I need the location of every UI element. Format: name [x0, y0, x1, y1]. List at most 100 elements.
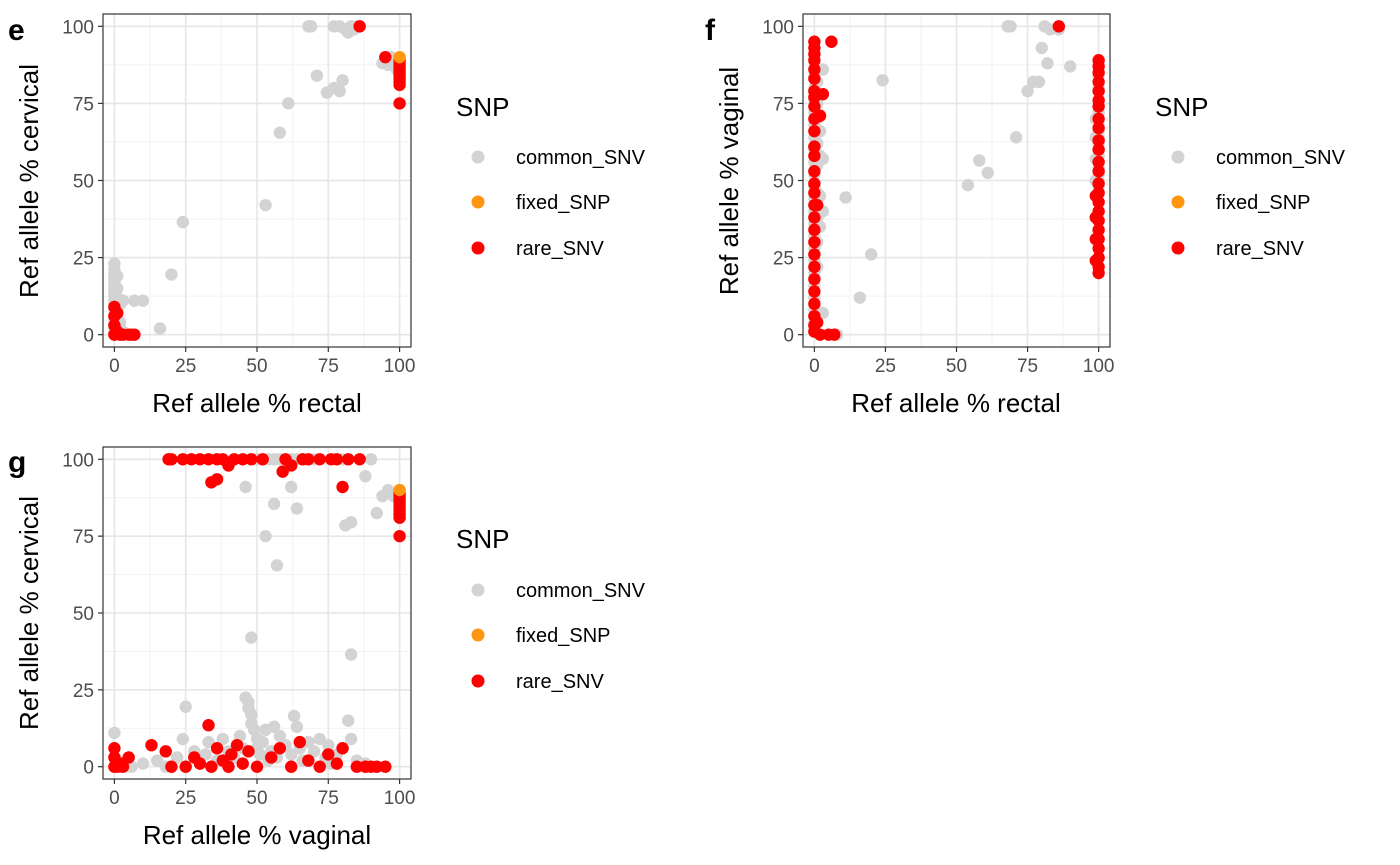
panel-e-x-tick-label: 0: [109, 356, 120, 377]
panel-g-y-tick-label: 0: [83, 758, 94, 779]
panel-g-point-common-snv: [307, 745, 321, 758]
panel-g-point-rare-snv: [242, 745, 255, 758]
panel-e-x-tick-label: 100: [384, 356, 416, 377]
panel-e-y-tick-label: 75: [73, 94, 94, 115]
panel-e-point-rare-snv: [393, 97, 406, 110]
panel-g-point-rare-snv: [202, 453, 215, 466]
panel-g-point-rare-snv: [336, 742, 349, 755]
panel-e-y-tick-label: 25: [73, 249, 94, 270]
panel-g-point-rare-snv: [230, 738, 244, 752]
panel-g-point-rare-snv: [276, 465, 289, 478]
panel-g-point-common-snv: [344, 732, 358, 746]
panel-e-legend-key-fixed-snp: [471, 195, 485, 209]
panel-f-point-rare-snv: [1092, 143, 1105, 156]
panel-e: e 0 25 50 75 100 0 25 50 75 100 Ref allele % rect…: [8, 13, 646, 418]
panel-g-point-common-snv: [344, 516, 358, 529]
panel-f-point-rare-snv: [1052, 20, 1066, 33]
panel-e-legend-title: SNP: [456, 92, 509, 122]
panel-e-legend: SNP common_SNV fixed_SNP rare_SNV: [456, 92, 646, 260]
panel-g-point-rare-snv: [330, 757, 344, 770]
panel-g-point-common-snv: [313, 732, 326, 746]
panel-g-point-rare-snv: [193, 757, 207, 770]
panel-f-legend-title: SNP: [1155, 92, 1208, 122]
panel-g-point-rare-snv: [256, 453, 269, 466]
panel-e-x-tick-label: 75: [318, 356, 339, 377]
panel-g-point-common-snv: [245, 708, 258, 721]
panel-f-point-rare-snv: [1092, 121, 1105, 135]
panel-g-point-rare-snv: [302, 754, 315, 767]
panel-g-point-rare-snv: [313, 760, 326, 773]
panel-g-point-rare-snv: [222, 760, 235, 773]
panel-f-point-common-snv: [853, 291, 867, 304]
panel-f-point-rare-snv: [1092, 66, 1105, 79]
panel-g-point-common-snv: [239, 480, 252, 494]
panel-g-legend-title: SNP: [456, 524, 509, 554]
panel-e-legend-label-fixed-snp: fixed_SNP: [516, 192, 611, 214]
panel-f-point-common-snv: [961, 178, 975, 192]
panel-f-point-rare-snv: [825, 35, 838, 48]
panel-g-point-rare-snv: [165, 760, 178, 773]
panel-g-point-common-snv: [342, 714, 355, 727]
panel-f-point-common-snv: [839, 191, 852, 204]
panel-f-legend-key-common-snv: [1171, 150, 1185, 164]
panel-e-y-axis-title: Ref allele % cervical: [14, 64, 44, 298]
panel-g-point-rare-snv: [370, 760, 383, 773]
panel-f-legend-key-rare-snv: [1171, 241, 1185, 255]
panel-e-plot-area: 0 25 50 75 100 0 25 50 75 100: [62, 13, 416, 377]
panel-e-point-common-snv: [111, 269, 124, 283]
panel-g-point-fixed-snp: [393, 483, 406, 497]
panel-g-point-common-snv: [285, 480, 298, 494]
panel-f-point-common-snv: [1041, 57, 1054, 70]
panel-e-point-rare-snv: [379, 50, 392, 64]
panel-g-point-rare-snv: [273, 742, 287, 755]
panel-f-x-tick-label: 75: [1017, 356, 1038, 377]
panel-f-point-rare-snv: [1092, 155, 1105, 169]
panel-f-point-rare-snv: [808, 124, 821, 138]
panel-f-point-common-snv: [973, 154, 986, 167]
panel-f-x-tick-label: 25: [875, 356, 896, 377]
panel-f-legend-label-common-snv: common_SNV: [1216, 147, 1346, 169]
panel-g-point-rare-snv: [379, 760, 392, 773]
panel-f-point-rare-snv: [808, 272, 821, 286]
panel-f-x-tick-label: 100: [1083, 356, 1115, 377]
panel-g-point-rare-snv: [116, 760, 130, 773]
panel-g-point-rare-snv: [313, 453, 326, 466]
panel-g-point-rare-snv: [210, 473, 224, 486]
panel-f-point-common-snv: [1035, 41, 1048, 55]
panel-f-point-rare-snv: [808, 100, 821, 113]
panel-g: g 0 25 50 75 100 0 25 50 75 100 Ref allele % vagi…: [8, 446, 646, 850]
panel-g-x-tick-label: 0: [109, 788, 120, 809]
panel-g-x-tick-label: 75: [318, 788, 339, 809]
panel-g-point-rare-snv: [322, 748, 335, 761]
panel-f-point-common-snv: [1009, 131, 1023, 144]
panel-f-point-rare-snv: [813, 328, 827, 341]
panel-g-point-common-snv: [108, 726, 121, 740]
panel-f-point-rare-snv: [1089, 232, 1102, 246]
panel-f-point-common-snv: [1064, 60, 1077, 73]
panel-f-point-common-snv: [981, 166, 994, 179]
panel-f-point-rare-snv: [808, 72, 821, 85]
panel-g-legend-key-fixed-snp: [471, 628, 485, 642]
panel-e-point-common-snv: [333, 84, 346, 98]
panel-e-point-common-snv: [165, 268, 178, 281]
panel-g-point-common-snv: [270, 559, 284, 572]
panel-g-point-rare-snv: [145, 738, 158, 752]
panel-g-point-rare-snv: [165, 453, 178, 466]
panel-f-point-rare-snv: [808, 63, 821, 76]
panel-g-point-rare-snv: [122, 751, 135, 764]
panel-f-point-rare-snv: [816, 87, 830, 101]
panel-g-point-rare-snv: [210, 742, 224, 755]
panel-g-y-tick-label: 75: [73, 527, 94, 548]
panel-f-x-tick-label: 50: [946, 356, 967, 377]
panel-f-point-common-snv: [1032, 75, 1046, 89]
panel-e-point-rare-snv: [128, 328, 141, 341]
panel-f-point-rare-snv: [808, 140, 821, 153]
panel-f: f 0 25 50 75 100 0 25 50 75 100 Ref allele % rect…: [705, 13, 1346, 418]
panel-f-x-tick-label: 0: [809, 356, 820, 377]
panel-g-x-tick-label: 50: [246, 788, 267, 809]
panel-e-y-tick-label: 0: [83, 326, 94, 347]
panel-f-point-rare-snv: [1092, 266, 1105, 280]
panel-e-point-common-snv: [310, 69, 324, 82]
panel-f-point-common-snv: [816, 63, 830, 76]
panel-g-point-rare-snv: [293, 735, 306, 749]
